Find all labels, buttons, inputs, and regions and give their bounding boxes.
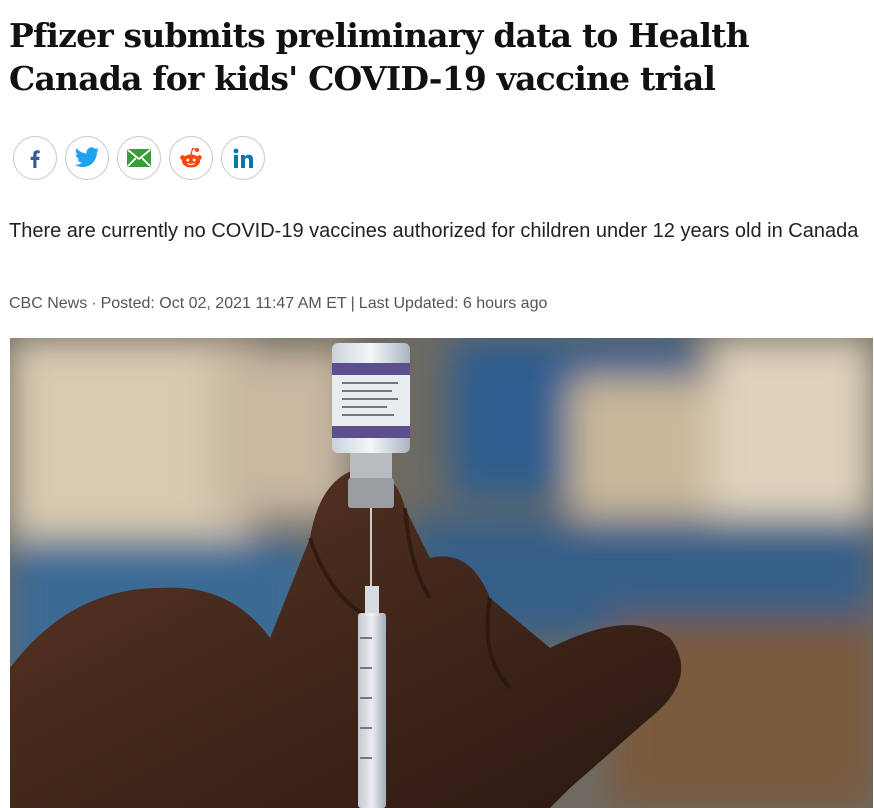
posted-date: Posted: Oct 02, 2021 11:47 AM ET [100,295,347,312]
separator: | [350,295,355,312]
headline: Pfizer submits preliminary data to Healt… [9,16,750,98]
updated-date: Last Updated: 6 hours ago [358,295,548,312]
source: CBC News [9,295,88,312]
subheadline: There are currently no COVID-19 vaccines… [9,220,859,242]
byline: CBC News · Posted: Oct 02, 2021 11:47 AM E… [9,295,551,313]
share-facebook[interactable] [13,136,57,180]
share-reddit[interactable] [169,136,213,180]
hand [10,468,682,808]
vial [332,343,410,508]
syringe [358,508,386,808]
share-twitter[interactable] [65,136,109,180]
share-email[interactable] [117,136,161,180]
separator: · [91,295,97,312]
share-linkedin[interactable] [221,136,265,180]
share-bar [13,136,265,180]
article-photo [10,338,873,808]
